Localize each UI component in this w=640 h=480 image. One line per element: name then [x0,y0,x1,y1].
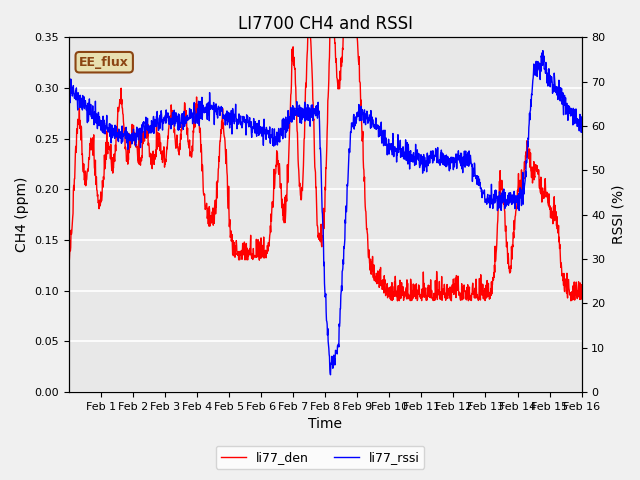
Text: EE_flux: EE_flux [79,56,129,69]
Line: li77_den: li77_den [69,37,582,301]
li77_rssi [578,114,586,120]
li77_rssi [312,113,319,119]
li77_rssi [145,126,153,132]
li77_rssi [446,166,454,172]
li77_den [522,153,529,158]
Title: LI7700 CH4 and RSSI: LI7700 CH4 and RSSI [238,15,413,33]
li77_den [578,282,586,288]
Y-axis label: CH4 (ppm): CH4 (ppm) [15,177,29,252]
li77_rssi [572,119,579,125]
li77_den [304,35,312,40]
li77_rssi [326,372,334,378]
li77_rssi [65,81,73,86]
Legend: li77_den, li77_rssi: li77_den, li77_rssi [216,446,424,469]
li77_den [145,144,153,150]
X-axis label: Time: Time [308,418,342,432]
li77_rssi [302,109,310,115]
li77_den [65,255,73,261]
li77_den [447,297,454,302]
li77_den [312,185,319,191]
li77_rssi [539,48,547,53]
li77_den [302,80,310,86]
li77_rssi [522,178,529,183]
li77_den [394,298,401,304]
li77_den [572,292,579,298]
Line: li77_rssi: li77_rssi [69,50,582,375]
Y-axis label: RSSI (%): RSSI (%) [611,185,625,244]
